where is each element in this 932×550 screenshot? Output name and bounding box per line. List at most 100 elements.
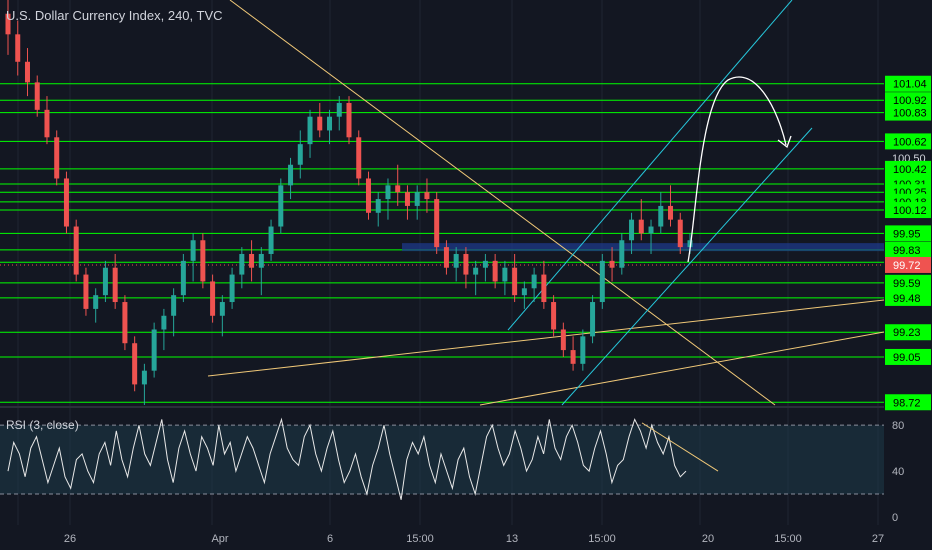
candle-body-21: [210, 281, 216, 316]
price-label-10: 99.95: [885, 225, 931, 242]
candle-body-34: [336, 102, 342, 117]
candle-48: [473, 260, 479, 296]
candle-60: [590, 295, 596, 344]
candle-body-23: [229, 274, 235, 303]
candle-43: [424, 178, 430, 213]
candle-7: [73, 219, 79, 282]
price-box-16: [885, 324, 931, 341]
time-tick-6: 20: [702, 533, 714, 545]
candle-14: [141, 363, 147, 405]
candle-44: [434, 192, 440, 254]
price-text-9: 100.12: [893, 205, 927, 217]
price-text-15: 99.48: [893, 293, 921, 305]
price-label-5: 100.42: [885, 160, 931, 177]
candle-body-1: [15, 34, 21, 62]
candle-body-3: [34, 82, 40, 110]
price-box-2: [885, 104, 931, 121]
price-text-1: 100.92: [893, 95, 927, 107]
candle-63: [619, 233, 625, 275]
candle-body-52: [512, 267, 518, 296]
candle-body-31: [307, 116, 313, 145]
price-box-10: [885, 225, 931, 242]
candle-59: [580, 329, 586, 371]
candle-8: [83, 267, 89, 316]
candle-6: [63, 171, 69, 234]
candle-35: [346, 96, 352, 145]
price-text-13: 99.72: [893, 260, 921, 272]
candle-66: [648, 219, 654, 254]
candle-46: [453, 247, 459, 282]
trend-lines: [207, 0, 885, 406]
candle-body-5: [54, 137, 60, 179]
candle-body-8: [83, 274, 89, 309]
price-axis[interactable]: 101.04100.92100.83100.62100.50100.42100.…: [885, 75, 931, 524]
price-box-0: [885, 75, 931, 92]
candle-body-60: [590, 302, 596, 337]
price-label-18: 98.72: [885, 394, 931, 411]
candles: [5, 0, 693, 405]
time-tick-5: 15:00: [588, 533, 616, 545]
rsi-band: [0, 425, 884, 495]
candle-69: [677, 212, 683, 254]
candle-body-16: [161, 315, 167, 330]
candle-body-63: [619, 240, 625, 268]
time-tick-7: 15:00: [774, 533, 802, 545]
projection-arrow: [687, 76, 792, 263]
candle-41: [404, 185, 410, 220]
candle-body-15: [151, 329, 157, 371]
candle-13: [132, 336, 138, 392]
candle-body-38: [375, 199, 381, 213]
candle-body-46: [453, 253, 459, 268]
price-text-3: 100.62: [893, 136, 927, 148]
candle-body-53: [521, 288, 527, 296]
projection-curve: [687, 76, 787, 263]
candle-16: [161, 308, 167, 351]
candle-39: [385, 178, 391, 220]
candle-body-6: [63, 178, 69, 227]
price-text-10: 99.95: [893, 228, 921, 240]
candle-53: [521, 281, 527, 309]
candle-body-18: [180, 260, 186, 296]
price-label-17: 99.05: [885, 348, 931, 365]
candle-body-44: [434, 199, 440, 248]
candle-body-56: [551, 302, 557, 330]
price-label-3: 100.62: [885, 133, 931, 150]
candle-body-35: [346, 102, 352, 138]
candle-26: [258, 247, 264, 296]
candle-body-39: [385, 185, 391, 200]
price-text-16: 99.23: [893, 327, 921, 339]
price-text-14: 99.59: [893, 278, 921, 290]
candle-body-7: [73, 226, 79, 275]
candle-body-41: [404, 192, 410, 206]
candle-11: [112, 253, 118, 309]
candle-body-26: [258, 253, 264, 268]
price-label-13: 99.72: [885, 256, 931, 273]
candle-50: [492, 253, 498, 289]
candle-3: [34, 75, 40, 117]
rsi-tick-1: 40: [892, 466, 904, 478]
chart-title: U.S. Dollar Currency Index, 240, TVC: [6, 8, 223, 23]
candle-65: [638, 199, 644, 241]
candle-24: [239, 247, 245, 289]
projection-arrowhead: [777, 135, 792, 149]
candle-body-33: [327, 116, 333, 131]
candle-body-45: [443, 247, 449, 268]
support-zone: [402, 243, 884, 252]
candle-15: [151, 322, 157, 378]
time-tick-8: 27: [872, 533, 884, 545]
candle-body-55: [541, 274, 547, 303]
candle-body-36: [356, 137, 362, 179]
trend-up-2: [479, 331, 885, 406]
time-axis[interactable]: 26 Apr 6 15:00 13 15:00 20 15:00 27: [64, 533, 884, 545]
candle-body-48: [473, 267, 479, 275]
candle-body-65: [638, 219, 644, 234]
rsi-title: RSI (3, close): [6, 418, 79, 432]
candle-body-28: [278, 185, 284, 227]
candle-52: [512, 253, 518, 303]
price-text-5: 100.42: [893, 164, 927, 176]
candle-body-50: [492, 260, 498, 282]
candle-body-61: [599, 260, 605, 303]
price-box-11: [885, 241, 931, 258]
candle-18: [180, 253, 186, 303]
